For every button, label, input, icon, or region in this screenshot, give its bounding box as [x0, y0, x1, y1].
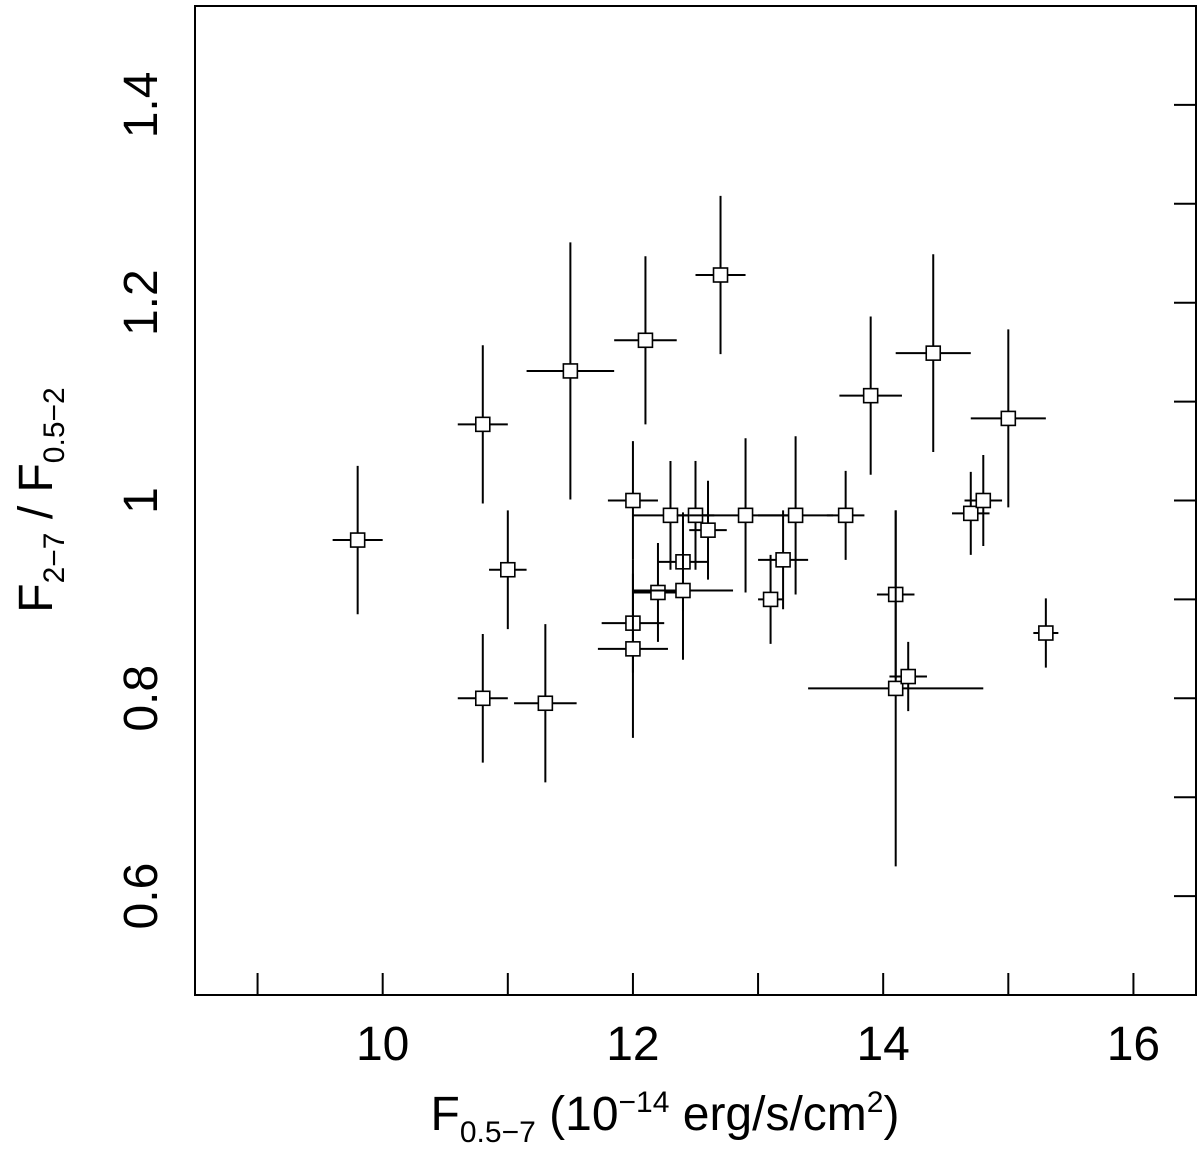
- data-point: [457, 345, 508, 504]
- square-marker: [862, 387, 879, 404]
- square-marker: [762, 591, 779, 608]
- data-point: [607, 441, 658, 560]
- y-tick-label: 1.4: [115, 72, 168, 139]
- x-tick-label: 14: [856, 1018, 909, 1071]
- square-marker: [474, 416, 491, 433]
- data-point: [632, 543, 683, 642]
- square-marker: [962, 505, 979, 522]
- data-point: [489, 510, 527, 630]
- x-tick-label: 10: [356, 1018, 409, 1071]
- square-marker: [775, 552, 791, 568]
- square-marker: [900, 668, 917, 685]
- square-marker: [537, 695, 554, 712]
- square-marker: [887, 680, 904, 697]
- data-point: [332, 465, 383, 615]
- square-marker: [625, 641, 641, 657]
- square-marker: [712, 267, 729, 283]
- square-marker: [662, 507, 679, 524]
- square-marker: [1000, 410, 1017, 427]
- data-point: [632, 521, 734, 660]
- square-marker: [925, 345, 942, 361]
- data-point: [970, 329, 1046, 508]
- square-marker: [787, 507, 804, 524]
- data-point: [1033, 598, 1059, 668]
- y-axis-label: F2−7 / F0.5−2: [10, 387, 71, 612]
- square-marker: [500, 561, 516, 578]
- square-marker: [700, 522, 716, 538]
- data-point: [457, 634, 508, 763]
- y-tick-label: 1.2: [115, 269, 168, 336]
- data-point: [808, 510, 984, 867]
- data-point: [889, 641, 927, 712]
- square-marker: [650, 584, 666, 601]
- data-point: [514, 624, 577, 783]
- x-axis-ticks: 10 12 14 16: [256, 973, 1160, 1071]
- data-point: [614, 256, 677, 425]
- square-marker: [474, 690, 491, 707]
- data-point: [839, 316, 902, 475]
- data-point: [895, 254, 971, 453]
- data-point: [826, 470, 865, 560]
- square-marker: [675, 582, 691, 599]
- data-point: [758, 554, 784, 644]
- square-marker: [1038, 625, 1054, 641]
- data-point: [758, 510, 809, 610]
- square-marker: [637, 332, 654, 349]
- data-points: [332, 195, 1059, 867]
- square-marker: [562, 363, 579, 379]
- square-marker: [975, 492, 992, 509]
- y-tick-label: 0.8: [115, 665, 168, 732]
- data-point: [964, 455, 1003, 546]
- x-tick-label: 16: [1107, 1018, 1160, 1071]
- y-tick-label: 1: [115, 487, 168, 514]
- square-marker: [349, 532, 366, 548]
- square-marker: [837, 507, 854, 524]
- data-point: [695, 195, 746, 355]
- x-tick-label: 12: [606, 1018, 659, 1071]
- square-marker: [625, 492, 641, 509]
- y-axis-ticks: 0.6 0.8 1 1.2 1.4: [115, 72, 1196, 930]
- x-axis-label: F0.5−7 (10−14 erg/s/cm2): [431, 1086, 900, 1149]
- data-point: [689, 480, 727, 580]
- square-marker: [737, 507, 754, 524]
- y-tick-label: 0.6: [115, 863, 168, 930]
- data-point: [526, 242, 615, 500]
- data-point: [758, 436, 834, 595]
